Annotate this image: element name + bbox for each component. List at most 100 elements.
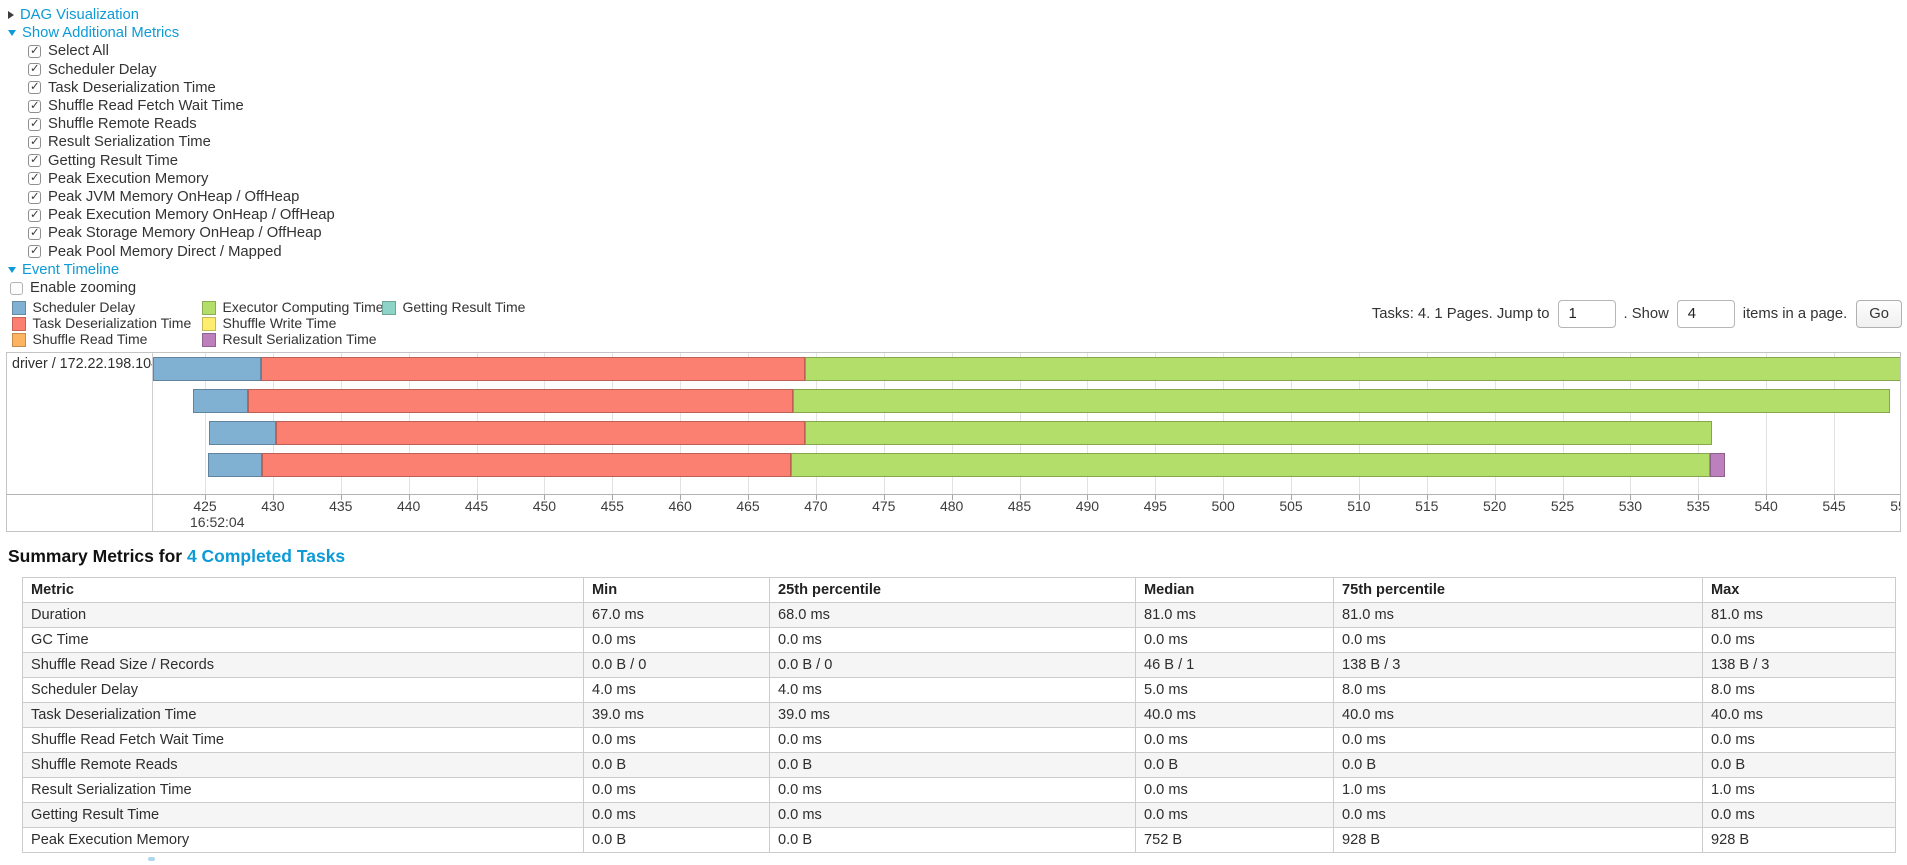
legend-swatch-icon — [12, 333, 26, 347]
task-bar-segment-scheduler_delay[interactable] — [192, 388, 249, 413]
axis-tick-label: 490 — [1075, 497, 1100, 514]
metric-value-cell: 0.0 ms — [583, 801, 770, 828]
axis-tick — [408, 494, 410, 500]
axis-tick — [1562, 494, 1564, 500]
axis-tick-label: 460 — [668, 497, 692, 514]
metric-value-cell: 46 B / 1 — [1135, 651, 1334, 678]
table-row: Getting Result Time 0.0 ms 0.0 ms 0.0 ms 0.0… — [22, 801, 1896, 828]
metric-checkbox-option[interactable]: Peak Storage Memory OnHeap / OffHeap — [8, 224, 1907, 242]
table-header-cell: Min — [583, 576, 770, 603]
task-bar-segment-scheduler_delay[interactable] — [209, 420, 276, 445]
legend-label: Shuffle Write Time — [222, 315, 337, 332]
metric-checkbox-option[interactable]: Shuffle Remote Reads — [8, 115, 1907, 133]
axis-tick — [1834, 494, 1835, 500]
task-bar-segment-executor_computing[interactable] — [792, 388, 1890, 413]
enable-zooming-checkbox[interactable] — [10, 281, 23, 295]
axis-tick — [205, 494, 206, 500]
axis-tick-label: 530 — [1618, 497, 1643, 514]
table-row: Result Serialization Time 0.0 ms 0.0 ms 0.0… — [22, 776, 1896, 803]
metric-name-cell: Scheduler Delay — [22, 676, 584, 703]
task-bar-segment-result_serialization[interactable] — [1710, 452, 1726, 477]
checkbox[interactable] — [28, 45, 41, 58]
checkbox[interactable] — [28, 136, 41, 150]
enable-zooming-option[interactable]: Enable zooming — [8, 279, 1907, 297]
task-bar-segment-task_deserialization[interactable] — [275, 420, 805, 445]
jump-to-page-input[interactable] — [1557, 300, 1616, 329]
metric-name-cell: Shuffle Remote Reads — [22, 751, 584, 778]
metric-checkbox-option[interactable]: Shuffle Read Fetch Wait Time — [8, 97, 1907, 115]
axis-tick — [1291, 494, 1292, 500]
axis-tick-label: 540 — [1754, 497, 1778, 514]
metric-checkbox-option[interactable]: Scheduler Delay — [8, 61, 1907, 79]
metric-checkbox-option[interactable]: Getting Result Time — [8, 152, 1907, 170]
table-row: Duration 67.0 ms 68.0 ms 81.0 ms 81.0 ms 81.0… — [22, 601, 1896, 628]
metric-value-cell: 5.0 ms — [1135, 676, 1334, 703]
items-per-page-input[interactable] — [1676, 300, 1735, 329]
checkbox[interactable] — [28, 245, 41, 259]
metric-checkbox-option[interactable]: Peak JVM Memory OnHeap / OffHeap — [8, 188, 1907, 206]
timeline-toolbar: Scheduler Delay Task Deserialization Time… — [12, 299, 1902, 348]
task-bar-segment-scheduler_delay[interactable] — [207, 452, 262, 477]
metric-value-cell: 0.0 ms — [1135, 726, 1334, 753]
axis-tick-label: 480 — [939, 497, 964, 514]
metric-value-cell: 40.0 ms — [1333, 701, 1703, 728]
metric-checkbox-option[interactable]: Peak Execution Memory — [8, 170, 1907, 188]
metric-checkbox-option[interactable]: Result Serialization Time — [8, 133, 1907, 151]
axis-tick-label: 425 — [193, 497, 217, 514]
task-bar-segment-executor_computing[interactable] — [791, 452, 1711, 477]
metric-checkbox-option[interactable]: Peak Pool Memory Direct / Mapped — [8, 243, 1907, 261]
metric-value-cell: 0.0 ms — [583, 626, 770, 653]
checkbox[interactable] — [28, 81, 41, 95]
axis-tick-label: 450 — [532, 497, 557, 514]
checkbox[interactable] — [28, 227, 41, 241]
axis-tick-label: 455 — [600, 497, 624, 514]
metric-checkbox-option[interactable]: Task Deserialization Time — [8, 79, 1907, 97]
metric-value-cell: 0.0 ms — [1702, 726, 1896, 753]
axis-tick — [1019, 494, 1021, 500]
go-button[interactable]: Go — [1856, 300, 1902, 329]
section-dag-visualization[interactable]: DAG Visualization — [8, 6, 1907, 24]
legend-column: Executor Computing Time Shuffle Write Tim… — [202, 299, 384, 348]
task-bar-segment-task_deserialization[interactable] — [260, 356, 805, 381]
show-additional-metrics-link[interactable]: Show Additional Metrics — [22, 25, 180, 42]
metric-value-cell: 8.0 ms — [1333, 676, 1703, 703]
completed-tasks-link[interactable]: 4 Completed Tasks — [186, 545, 346, 566]
axis-tick-label: 505 — [1279, 497, 1303, 514]
checkbox[interactable] — [28, 99, 41, 113]
metric-value-cell: 0.0 B — [1135, 751, 1334, 778]
axis-tick — [340, 494, 342, 500]
task-bar-segment-executor_computing[interactable] — [805, 420, 1712, 445]
checkbox[interactable] — [28, 190, 41, 204]
legend-column: Getting Result Time — [382, 299, 526, 348]
metric-value-cell: 0.0 B — [769, 826, 1136, 853]
metric-value-cell: 67.0 ms — [583, 601, 770, 628]
axis-tick-label: 525 — [1550, 497, 1575, 514]
checkbox-label: Shuffle Remote Reads — [48, 116, 197, 133]
axis-tick — [1155, 494, 1157, 500]
metric-value-cell: 81.0 ms — [1702, 601, 1896, 628]
metric-checkbox-option[interactable]: Peak Execution Memory OnHeap / OffHeap — [8, 206, 1907, 224]
axis-tick-label: 535 — [1686, 497, 1710, 514]
axis-tick-label: 475 — [872, 497, 896, 514]
task-bar-segment-executor_computing[interactable] — [805, 356, 1900, 381]
metric-checkbox-option[interactable]: Select All — [8, 42, 1907, 60]
task-bar-segment-task_deserialization[interactable] — [248, 388, 793, 413]
metric-value-cell: 0.0 B — [769, 751, 1136, 778]
event-timeline-link[interactable]: Event Timeline — [22, 261, 120, 278]
metric-value-cell: 0.0 ms — [1333, 726, 1703, 753]
legend-label: Getting Result Time — [402, 299, 526, 316]
task-bar-segment-scheduler_delay[interactable] — [153, 356, 261, 381]
checkbox[interactable] — [28, 172, 41, 186]
section-event-timeline[interactable]: Event Timeline — [8, 261, 1907, 279]
checkbox[interactable] — [28, 117, 41, 131]
dag-visualization-link[interactable]: DAG Visualization — [20, 7, 139, 23]
checkbox[interactable] — [28, 208, 41, 222]
checkbox[interactable] — [28, 63, 41, 77]
axis-tick-label: 510 — [1347, 497, 1371, 514]
checkbox[interactable] — [28, 154, 41, 168]
section-show-additional-metrics[interactable]: Show Additional Metrics — [8, 24, 1907, 42]
axis-tick — [272, 494, 274, 500]
axis-tick-label: 430 — [261, 497, 285, 514]
task-bar-segment-task_deserialization[interactable] — [262, 452, 792, 477]
x-axis-line — [7, 493, 1900, 495]
